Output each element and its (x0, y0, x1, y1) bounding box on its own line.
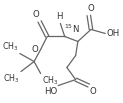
Text: CH$_3$: CH$_3$ (42, 75, 58, 87)
Text: CH$_3$: CH$_3$ (3, 73, 20, 85)
Text: HO: HO (44, 87, 57, 96)
Text: CH$_3$: CH$_3$ (2, 40, 19, 53)
Text: O: O (90, 87, 97, 96)
Text: O: O (88, 4, 94, 13)
Text: $^{15}$N: $^{15}$N (64, 23, 80, 35)
Text: O: O (32, 45, 38, 54)
Text: H: H (56, 12, 62, 21)
Text: OH: OH (106, 29, 120, 38)
Text: O: O (33, 10, 40, 19)
